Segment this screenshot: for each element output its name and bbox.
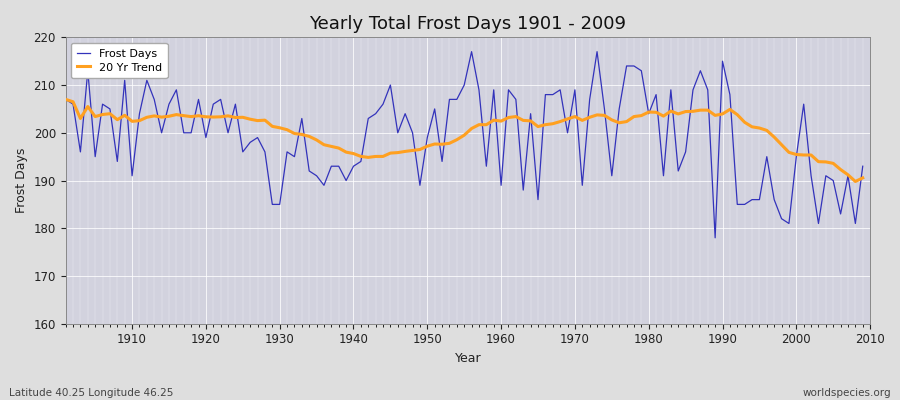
20 Yr Trend bbox=[850, 179, 860, 184]
20 Yr Trend bbox=[584, 115, 595, 120]
Y-axis label: Frost Days: Frost Days bbox=[15, 148, 28, 213]
Line: Frost Days: Frost Days bbox=[66, 52, 863, 238]
Legend: Frost Days, 20 Yr Trend: Frost Days, 20 Yr Trend bbox=[71, 43, 167, 78]
Frost Days bbox=[466, 49, 477, 54]
Frost Days bbox=[503, 88, 514, 92]
Frost Days bbox=[60, 97, 71, 102]
Frost Days bbox=[326, 164, 337, 169]
Frost Days bbox=[858, 164, 868, 169]
20 Yr Trend bbox=[326, 144, 337, 149]
20 Yr Trend bbox=[858, 176, 868, 180]
20 Yr Trend bbox=[282, 127, 292, 132]
Frost Days bbox=[591, 49, 602, 54]
Frost Days bbox=[496, 183, 507, 188]
20 Yr Trend bbox=[120, 113, 130, 118]
Frost Days bbox=[282, 150, 292, 154]
X-axis label: Year: Year bbox=[454, 352, 482, 365]
Text: Latitude 40.25 Longitude 46.25: Latitude 40.25 Longitude 46.25 bbox=[9, 388, 174, 398]
Frost Days bbox=[120, 78, 130, 83]
20 Yr Trend bbox=[60, 97, 71, 102]
Title: Yearly Total Frost Days 1901 - 2009: Yearly Total Frost Days 1901 - 2009 bbox=[310, 15, 626, 33]
20 Yr Trend bbox=[496, 119, 507, 124]
20 Yr Trend bbox=[489, 118, 500, 122]
Frost Days bbox=[710, 236, 721, 240]
Text: worldspecies.org: worldspecies.org bbox=[803, 388, 891, 398]
Line: 20 Yr Trend: 20 Yr Trend bbox=[66, 99, 863, 182]
